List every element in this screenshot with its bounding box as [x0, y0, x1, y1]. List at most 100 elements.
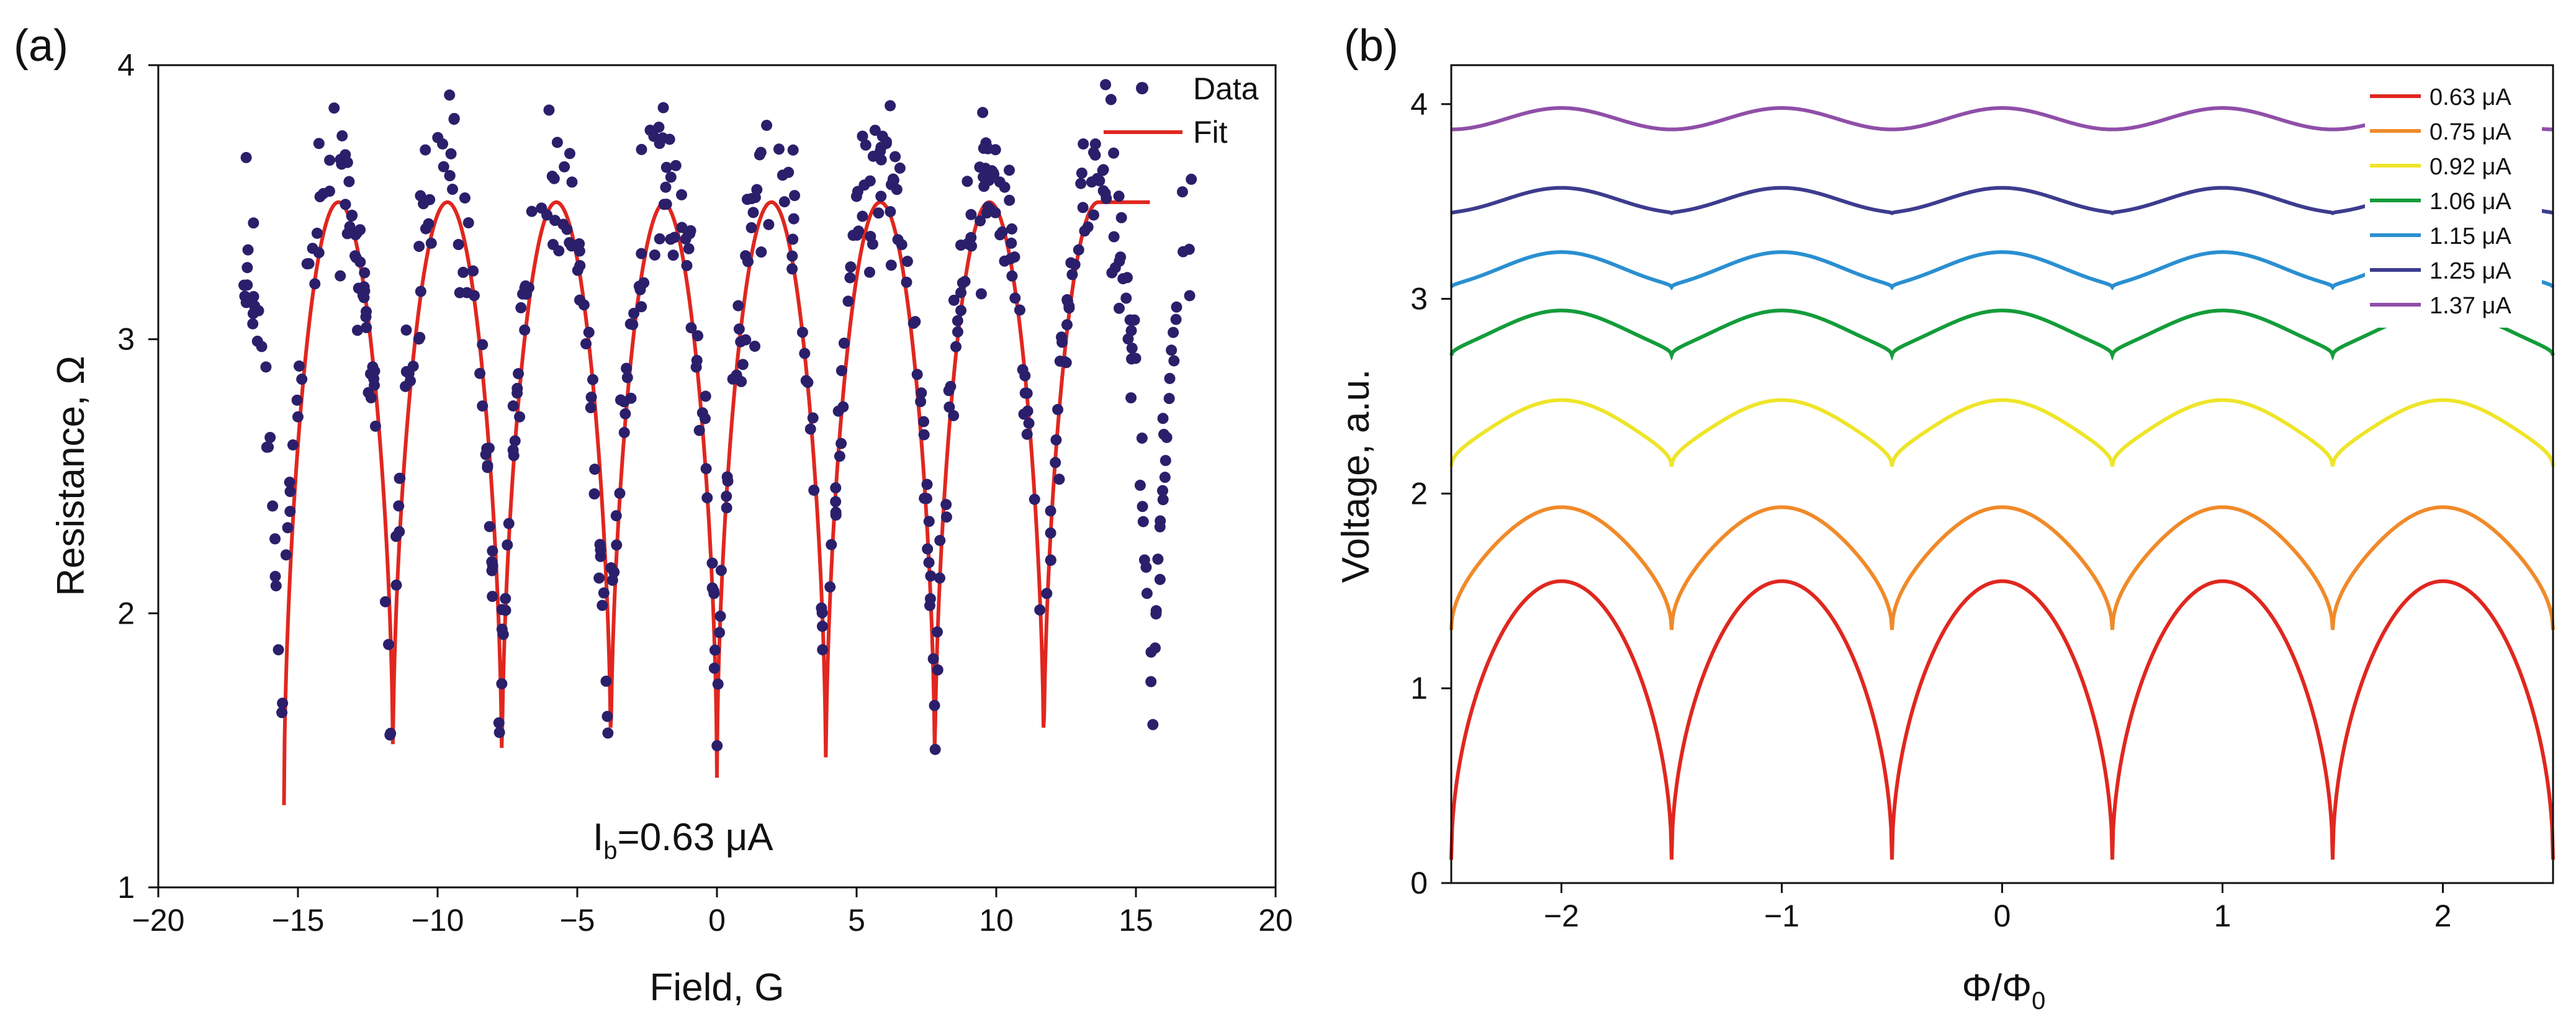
- data-point: [611, 539, 623, 551]
- legend-background: [2365, 79, 2542, 328]
- data-point: [911, 369, 923, 380]
- data-point: [1152, 554, 1164, 565]
- data-point: [786, 263, 798, 275]
- data-point: [708, 585, 719, 597]
- data-point: [761, 119, 773, 131]
- data-point: [788, 213, 799, 225]
- data-point: [610, 510, 622, 522]
- data-point: [1184, 290, 1196, 302]
- data-point: [477, 339, 489, 351]
- data-point: [238, 279, 250, 291]
- data-point: [918, 429, 930, 441]
- data-point: [1041, 588, 1053, 599]
- data-point: [291, 394, 303, 406]
- legend-label: 1.25 μA: [2430, 258, 2511, 284]
- data-point: [701, 492, 713, 504]
- data-point: [682, 226, 694, 238]
- data-point: [649, 249, 660, 261]
- x-tick-label: 2: [2434, 899, 2452, 933]
- data-point: [660, 161, 672, 173]
- data-point: [1115, 251, 1127, 263]
- data-point: [1113, 191, 1125, 202]
- data-point: [301, 258, 313, 270]
- data-point: [945, 380, 957, 392]
- data-point: [885, 206, 896, 218]
- data-point: [1136, 433, 1148, 444]
- data-point: [444, 170, 456, 182]
- series-line: [1449, 579, 2555, 860]
- data-point: [816, 607, 828, 619]
- data-point: [802, 377, 814, 388]
- data-point: [745, 193, 757, 205]
- data-point: [708, 662, 720, 674]
- data-point: [500, 604, 511, 616]
- data-point: [889, 151, 901, 163]
- data-point: [696, 407, 708, 419]
- data-point: [852, 186, 863, 197]
- data-point: [1065, 257, 1077, 269]
- y-tick-label: 3: [1410, 282, 1428, 316]
- data-point: [636, 248, 647, 259]
- data-point: [1176, 186, 1188, 198]
- data-point: [1088, 146, 1099, 158]
- data-point: [654, 138, 665, 150]
- data-point: [420, 223, 431, 235]
- data-point: [248, 217, 259, 229]
- data-point: [503, 518, 515, 529]
- data-point: [1115, 212, 1127, 223]
- data-point: [816, 621, 828, 632]
- data-point: [486, 556, 498, 568]
- y-tick-label: 0: [1410, 866, 1428, 900]
- data-point: [965, 231, 977, 243]
- panel-a-annotation: Ib=0.63 μA: [593, 816, 773, 864]
- legend-label: 1.06 μA: [2430, 189, 2511, 215]
- data-point: [284, 477, 295, 488]
- data-point: [400, 380, 412, 392]
- panel-b-x-ticks: −2 −1 0 1 2: [1544, 883, 2451, 933]
- data-point: [796, 326, 808, 338]
- legend-data-marker: [1136, 82, 1148, 94]
- data-point: [559, 161, 570, 173]
- data-point: [885, 179, 897, 191]
- y-tick-label: 4: [117, 48, 135, 83]
- data-point: [566, 176, 578, 188]
- legend-label: 1.37 μA: [2430, 293, 2511, 319]
- data-point: [864, 175, 876, 187]
- data-point: [284, 506, 296, 518]
- data-point: [693, 424, 705, 436]
- data-point: [1150, 605, 1162, 617]
- data-point: [901, 256, 913, 267]
- data-point: [587, 374, 598, 385]
- data-point: [665, 233, 677, 245]
- data-point: [665, 171, 677, 183]
- data-point: [681, 260, 693, 271]
- data-point: [657, 102, 669, 114]
- data-point: [519, 324, 531, 336]
- data-point: [447, 184, 459, 195]
- data-point: [875, 141, 887, 153]
- data-point: [242, 244, 254, 256]
- data-point: [747, 207, 759, 218]
- panel-b-label: (b): [1344, 21, 1398, 71]
- x-tick-label: −20: [132, 903, 185, 938]
- data-point: [714, 627, 726, 639]
- data-point: [1157, 413, 1169, 424]
- data-point: [1009, 251, 1020, 263]
- data-point: [660, 199, 672, 210]
- data-point: [520, 289, 532, 300]
- data-point: [1154, 521, 1166, 532]
- data-point: [1061, 295, 1073, 307]
- data-point: [502, 539, 513, 551]
- x-tick-label: −1: [1764, 899, 1799, 933]
- data-point: [1186, 173, 1197, 185]
- data-point: [786, 250, 798, 262]
- data-point: [1126, 343, 1138, 354]
- data-point: [580, 338, 592, 350]
- data-point: [420, 144, 431, 156]
- x-tick-label: 10: [979, 903, 1014, 938]
- panel-a-y-axis-label: Resistance, Ω: [50, 356, 92, 596]
- data-point: [369, 379, 381, 391]
- data-point: [927, 653, 939, 665]
